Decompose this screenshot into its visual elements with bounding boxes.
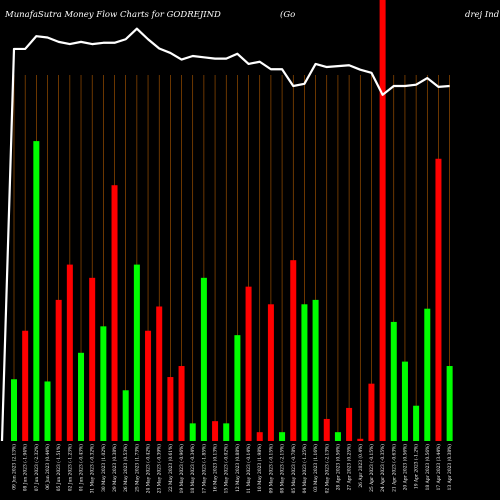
bar — [312, 299, 319, 441]
x-tick-label: 17 Apr 2023 (3.44%) — [437, 444, 442, 491]
bar — [379, 0, 386, 441]
x-tick-label: 01 Jun 2023 (-0.43%) — [80, 444, 85, 492]
bar — [11, 379, 17, 441]
bar — [446, 366, 453, 441]
x-tick-label: 18 May 2023 (-0.34%) — [191, 444, 196, 494]
bar — [368, 383, 375, 441]
price-line — [0, 27, 450, 442]
bar — [267, 304, 274, 441]
bar — [200, 277, 207, 441]
x-tick-label: 04 May 2023 (-1.25%) — [303, 444, 308, 494]
bar — [178, 366, 185, 441]
x-tick-label: 31 May 2023 (-0.32%) — [91, 444, 96, 494]
bar — [89, 277, 96, 441]
x-tick-label: 26 Apr 2023 (0.4%) — [359, 444, 364, 488]
x-tick-label: 22 May 2023 (0.61%) — [169, 444, 174, 492]
x-tick-label: 16 May 2023 (0.13%) — [214, 444, 219, 492]
bar — [66, 264, 73, 441]
bar — [346, 407, 353, 441]
bar — [301, 304, 308, 441]
bar — [111, 185, 118, 441]
x-tick-label: 06 Jun 2023 (0.44%) — [46, 444, 51, 490]
x-tick-label: 09 Jun 2023 (2.13%) — [13, 444, 18, 490]
chart-title-company: (Go — [280, 9, 295, 20]
x-tick-label: 20 Apr 2023 (0.56%) — [403, 444, 408, 491]
x-tick-label: 19 Apr 2023 (-1.2%) — [415, 444, 420, 489]
x-tick-label: 08 May 2023 (-2.15%) — [281, 444, 286, 494]
bar — [78, 352, 85, 441]
x-tick-label: 18 Apr 2023 (0.56%) — [426, 444, 431, 491]
x-tick-label: 11 May 2023 (-0.14%) — [247, 444, 252, 494]
x-tick-label: 07 Jun 2023 (-2.32%) — [35, 444, 40, 492]
bar — [223, 423, 230, 441]
x-tick-label: 05 May 2023 (-0.78%) — [292, 444, 297, 494]
x-tick-label: 30 May 2023 (1.02%) — [102, 444, 107, 492]
bar — [435, 158, 442, 441]
x-tick-label: 13 Apr 2023 (0.38%) — [448, 444, 453, 491]
bar — [133, 264, 140, 441]
x-tick-label: 28 Apr 2023 (0.56%) — [336, 444, 341, 491]
bar — [156, 306, 163, 441]
x-tick-label: 10 May 2023 (1.98%) — [258, 444, 263, 492]
x-tick-label: 24 May 2023 (-0.42%) — [147, 444, 152, 494]
bar — [413, 405, 420, 441]
bar — [44, 381, 51, 441]
x-tick-label: 12 May 2023 (0.88%) — [236, 444, 241, 492]
x-tick-label: 29 May 2023 (0.38%) — [113, 444, 118, 492]
x-tick-label: 23 May 2023 (-0.39%) — [158, 444, 163, 494]
bar — [167, 377, 174, 441]
x-tick-label: 21 Apr 2023 (-0.63%) — [392, 444, 397, 492]
bar — [290, 260, 297, 441]
x-tick-label: 02 May 2023 (-2.13%) — [325, 444, 330, 494]
bar — [55, 299, 62, 441]
x-tick-label: 08 Jun 2023 (-1.94%) — [24, 444, 29, 492]
x-tick-label: 26 May 2023 (0.53%) — [124, 444, 129, 492]
bar — [33, 141, 40, 441]
bar — [189, 423, 196, 441]
x-tick-label: 27 Apr 2023 (0.25%) — [348, 444, 353, 491]
x-tick-label: 03 May 2023 (1.16%) — [314, 444, 319, 492]
bar — [401, 361, 408, 441]
x-tick-label: 05 Jun 2023 (-1.51%) — [57, 444, 62, 492]
bar — [334, 432, 341, 441]
bar — [100, 326, 107, 441]
chart-title: MunafaSutra Money Flow Charts for GODREJ… — [4, 10, 221, 20]
x-tick-label: 19 May 2023 (-0.96%) — [180, 444, 185, 494]
x-tick-label: 17 May 2023 (-1.85%) — [202, 444, 207, 494]
bar — [279, 432, 286, 441]
bar — [145, 330, 152, 441]
bar — [212, 421, 219, 441]
bar — [234, 335, 241, 441]
bars — [11, 0, 453, 441]
x-tick-label: 24 Apr 2023 (-0.35%) — [381, 444, 386, 492]
x-tick-label: 02 Jun 2023 (-1.23%) — [68, 444, 73, 492]
x-tick-labels: 09 Jun 2023 (2.13%) 08 Jun 2023 (-1.94%) 0… — [13, 444, 454, 494]
bar — [256, 432, 263, 441]
bar — [424, 308, 431, 441]
bar — [357, 438, 364, 441]
x-tick-label: 25 Apr 2023 (-0.15%) — [370, 444, 375, 492]
x-tick-label: 09 May 2023 (-0.15%) — [269, 444, 274, 494]
x-tick-label: 15 May 2023 (-0.02%) — [225, 444, 230, 494]
x-tick-label: 25 May 2023 (1.73%) — [135, 444, 140, 492]
bar — [22, 330, 29, 441]
bar — [323, 418, 330, 441]
chart-title-company-suffix: drej Ind — [465, 10, 500, 20]
bar — [245, 286, 252, 441]
bar — [122, 390, 129, 441]
bar — [390, 321, 397, 441]
